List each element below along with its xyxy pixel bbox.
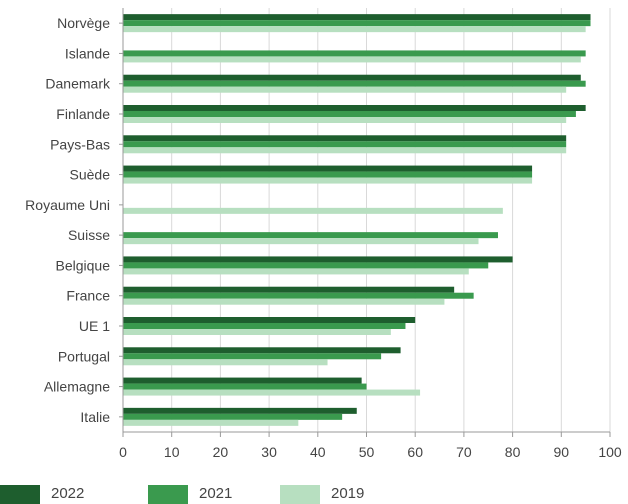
bar-danemark-2022 — [123, 74, 581, 81]
category-label-royaume-uni: Royaume Uni — [25, 197, 110, 213]
category-label-belgique: Belgique — [56, 257, 111, 273]
legend-label-2019: 2019 — [331, 485, 364, 502]
legend-swatch-2021 — [148, 485, 188, 504]
bar-allemagne-2021 — [123, 383, 367, 390]
bar-belgique-2019 — [123, 268, 469, 275]
x-tick-label-20: 20 — [213, 444, 229, 460]
category-label-danemark: Danemark — [45, 76, 111, 92]
bar-france-2021 — [123, 292, 474, 299]
category-label-pays-bas: Pays-Bas — [50, 136, 110, 152]
bar-finlande-2019 — [123, 117, 567, 123]
bar-ue-1-2019 — [123, 329, 391, 335]
bar-suisse-2019 — [123, 238, 479, 245]
x-tick-label-40: 40 — [310, 444, 326, 460]
category-label-ue-1: UE 1 — [79, 318, 110, 334]
legend-label-2021: 2021 — [199, 485, 232, 502]
grid-lines — [171, 8, 611, 432]
bar-portugal-2022 — [123, 347, 401, 354]
bar-france-2019 — [123, 298, 445, 305]
bar-allemagne-2022 — [123, 377, 362, 384]
axes — [119, 8, 611, 437]
category-label-france: France — [66, 288, 110, 304]
x-tick-label-90: 90 — [554, 444, 570, 460]
legend-swatch-2019 — [280, 485, 320, 504]
category-label-allemagne: Allemagne — [44, 379, 110, 395]
x-tick-label-60: 60 — [407, 444, 423, 460]
category-label-suisse: Suisse — [68, 227, 110, 243]
bars — [123, 14, 591, 426]
x-tick-label-100: 100 — [598, 444, 622, 460]
bar-italie-2019 — [123, 419, 299, 426]
bar-suede-2021 — [123, 171, 533, 178]
bar-portugal-2021 — [123, 353, 382, 360]
bar-belgique-2022 — [123, 256, 513, 263]
x-tick-labels: 0 10 20 30 40 50 60 70 80 90 100 — [119, 444, 622, 460]
bar-italie-2022 — [123, 407, 357, 414]
bar-allemagne-2019 — [123, 389, 421, 396]
bar-ue-1-2021 — [123, 323, 406, 329]
bar-suisse-2021 — [123, 232, 498, 239]
bar-pays-bas-2022 — [123, 135, 567, 142]
bar-italie-2021 — [123, 413, 343, 420]
legend-label-2022: 2022 — [51, 485, 84, 502]
bar-suede-2019 — [123, 177, 533, 184]
bar-belgique-2021 — [123, 262, 489, 269]
bar-norvege-2022 — [123, 14, 591, 21]
category-label-suede: Suède — [70, 167, 111, 183]
bar-pays-bas-2019 — [123, 147, 567, 154]
bar-finlande-2021 — [123, 111, 576, 117]
bar-suede-2022 — [123, 165, 533, 172]
category-label-finlande: Finlande — [56, 106, 110, 122]
bar-finlande-2022 — [123, 105, 586, 111]
bar-france-2022 — [123, 286, 455, 293]
bar-danemark-2021 — [123, 80, 586, 87]
legend-swatch-2022 — [0, 485, 40, 504]
x-tick-label-0: 0 — [119, 444, 127, 460]
x-tick-label-10: 10 — [164, 444, 180, 460]
category-label-portugal: Portugal — [58, 348, 110, 364]
bar-ue-1-2022 — [123, 317, 416, 323]
bar-norvege-2019 — [123, 26, 586, 33]
bar-danemark-2019 — [123, 86, 567, 93]
x-tick-label-30: 30 — [261, 444, 277, 460]
category-label-islande: Islande — [65, 45, 110, 61]
bar-norvege-2021 — [123, 20, 591, 27]
bar-pays-bas-2021 — [123, 141, 567, 148]
bar-islande-2021 — [123, 50, 586, 57]
legend: 2022 2021 2019 — [0, 485, 364, 504]
x-tick-label-70: 70 — [456, 444, 472, 460]
bar-islande-2019 — [123, 56, 581, 63]
category-label-norvege: Norvège — [57, 15, 110, 31]
category-labels: Norvège Islande Danemark Finlande Pays-Bas Su… — [25, 15, 111, 425]
category-label-italie: Italie — [80, 409, 110, 425]
bar-portugal-2019 — [123, 359, 328, 366]
bar-royaume-uni-2019 — [123, 207, 503, 214]
x-tick-label-50: 50 — [359, 444, 375, 460]
x-tick-label-80: 80 — [505, 444, 521, 460]
